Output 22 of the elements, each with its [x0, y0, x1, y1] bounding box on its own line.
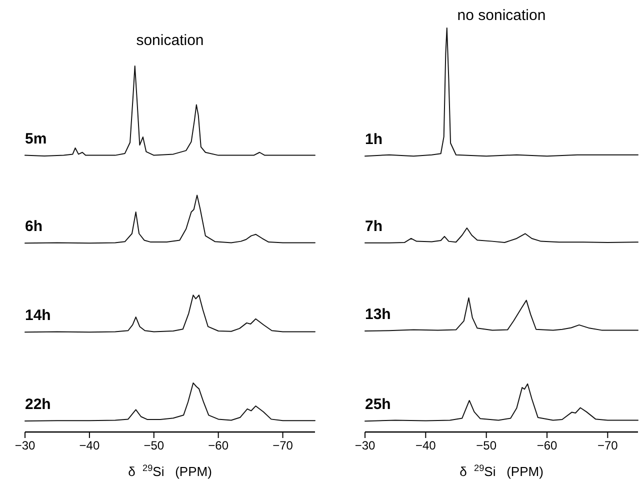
x-tick-label: −40	[415, 438, 436, 453]
x-axis-title: δ $^{29}$Si (PPM)	[128, 463, 212, 479]
series-label: 25h	[365, 396, 391, 414]
x-tick-label: −40	[79, 438, 100, 453]
x-tick-label: −60	[536, 438, 558, 453]
series-label: 22h	[25, 396, 51, 414]
series-label: 5m	[25, 130, 47, 148]
x-axis-title: δ $^{29}$Si (PPM)	[460, 463, 544, 479]
chart-title: no sonication	[457, 7, 546, 24]
x-tick-label: −70	[597, 438, 618, 453]
x-tick-label: −30	[354, 438, 376, 453]
series-label: 6h	[25, 218, 43, 236]
x-tick-label: −30	[14, 438, 36, 453]
chart-title: sonication	[136, 32, 204, 49]
series-label: 1h	[365, 131, 383, 148]
x-tick-label: −70	[272, 438, 294, 453]
series-label: 7h	[365, 218, 383, 235]
x-tick-label: −50	[476, 438, 497, 453]
series-label: 13h	[365, 306, 391, 323]
x-tick-label: −60	[208, 438, 229, 453]
x-tick-label: −50	[144, 438, 164, 453]
series-label: 14h	[25, 307, 51, 324]
